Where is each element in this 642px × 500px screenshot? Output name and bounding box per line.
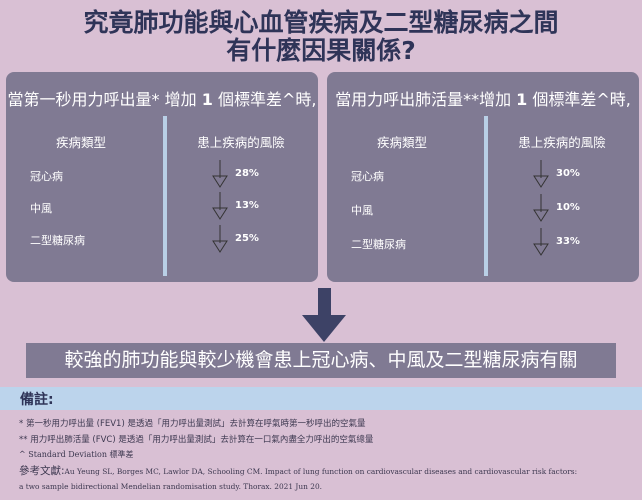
column-divider xyxy=(484,116,488,276)
arrow-down-icon xyxy=(533,228,549,256)
conclusion-banner: 較強的肺功能與較少機會患上冠心病、中風及二型糖尿病有關 xyxy=(26,343,616,378)
disease-label: 二型糖尿病 xyxy=(351,238,406,251)
reference-label: 參考文獻: xyxy=(19,465,65,477)
panel-fev1: 當第一秒用力呼出量* 增加 1 個標準差^時, 疾病類型 患上疾病的風險 冠心病 … xyxy=(6,72,318,282)
risk-value: 10% xyxy=(556,202,580,213)
title-line2: 有什麼因果關係? xyxy=(226,36,416,65)
arrow-down-icon xyxy=(533,194,549,222)
title-line1: 究竟肺功能與心血管疾病及二型糖尿病之間 xyxy=(83,8,559,37)
panel-heading: 當用力呼出肺活量**增加 1 個標準差^時, xyxy=(335,90,631,109)
disease-label: 冠心病 xyxy=(351,170,384,183)
note-sd: ^ Standard Deviation 標準差 xyxy=(19,450,134,459)
arrow-down-icon xyxy=(212,192,228,220)
column-divider xyxy=(163,116,167,276)
arrow-down-icon xyxy=(533,160,549,188)
panel-heading: 當第一秒用力呼出量* 增加 1 個標準差^時, xyxy=(7,90,317,109)
risk-value: 13% xyxy=(235,200,259,211)
column-header-disease: 疾病類型 xyxy=(55,135,106,150)
notes-heading: 備註: xyxy=(20,392,54,408)
notes-header: 備註: xyxy=(0,387,642,410)
reference-line2: a two sample bidirectional Mendelian ran… xyxy=(19,482,322,491)
panel-fvc: 當用力呼出肺活量**增加 1 個標準差^時, 疾病類型 患上疾病的風險冠心病 3… xyxy=(327,72,639,282)
arrow-down-icon xyxy=(212,225,228,253)
reference: 參考文獻:Au Yeung SL, Borges MC, Lawlor DA, … xyxy=(19,463,577,478)
disease-label: 中風 xyxy=(351,204,373,217)
disease-label: 冠心病 xyxy=(30,170,63,183)
down-arrow-icon xyxy=(302,288,346,342)
risk-value: 33% xyxy=(556,236,580,247)
arrow-down-icon xyxy=(212,160,228,188)
column-header-risk: 患上疾病的風險 xyxy=(518,135,606,150)
column-header-risk: 患上疾病的風險 xyxy=(197,135,285,150)
disease-label: 中風 xyxy=(30,202,52,215)
column-header-disease: 疾病類型 xyxy=(376,135,427,150)
note-fvc: ** 用力呼出肺活量 (FVC) 是透過「用力呼出量測試」去計算在一口氣內盡全力… xyxy=(19,435,374,445)
risk-value: 30% xyxy=(556,168,580,179)
reference-line1: Au Yeung SL, Borges MC, Lawlor DA, Schoo… xyxy=(64,467,578,476)
risk-value: 25% xyxy=(235,233,259,244)
note-fev1: * 第一秒用力呼出量 (FEV1) 是透過「用力呼出量測試」去計算在呼氣時第一秒… xyxy=(19,419,366,429)
disease-label: 二型糖尿病 xyxy=(30,234,85,247)
risk-value: 28% xyxy=(235,168,259,179)
